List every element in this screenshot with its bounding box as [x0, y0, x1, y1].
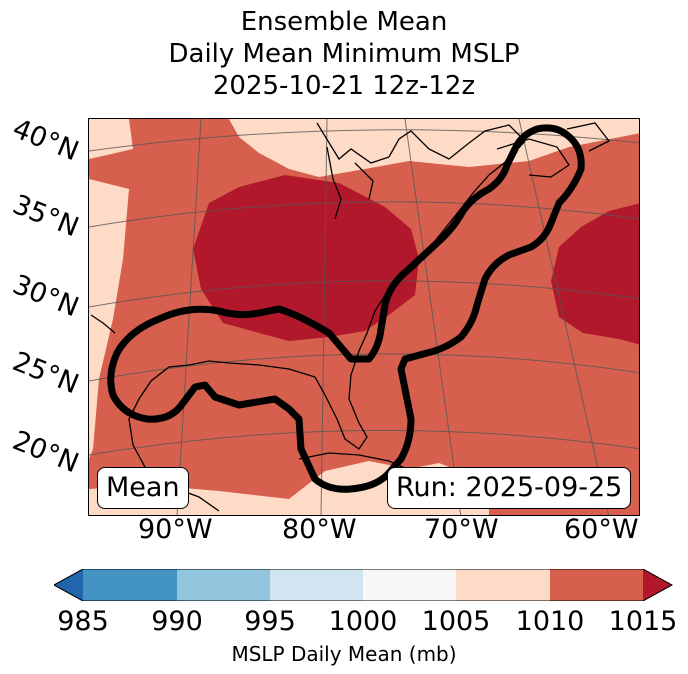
map-svg — [89, 119, 639, 515]
lat-label-30: 30°N — [8, 269, 83, 324]
lat-label-35: 35°N — [8, 189, 83, 244]
pressure-field-high-east — [551, 203, 639, 345]
colorbar-bin-995-1000 — [270, 569, 363, 601]
colorbar-tick-1005: 1005 — [421, 606, 491, 637]
graticule — [89, 119, 639, 515]
gridline-20n — [89, 429, 639, 456]
colorbar-extend-high — [643, 569, 672, 601]
title-line-1: Ensemble Mean — [240, 7, 448, 37]
colorbar-label: MSLP Daily Mean (mb) — [231, 642, 457, 666]
pressure-field-high-central — [193, 175, 419, 341]
pressure-field-1005-west — [89, 179, 129, 459]
coastline-lake-erie — [354, 162, 374, 200]
colorbar-extend-low — [54, 569, 83, 601]
coastline-newfoundland — [566, 122, 610, 152]
colorbar-outline — [54, 569, 673, 601]
gridline-80w — [320, 119, 328, 515]
ensemble-contour — [107, 124, 585, 493]
title-line-3: 2025-10-21 12z-12z — [212, 71, 476, 101]
lat-label-25: 25°N — [8, 346, 83, 401]
colorbar-bin-1010-1015 — [550, 569, 643, 601]
gridline-60w — [518, 119, 610, 515]
lon-label-90w: 90°W — [138, 514, 213, 545]
lon-label-70w: 70°W — [424, 514, 499, 545]
colorbar-tick-1015: 1015 — [608, 606, 678, 637]
mean-badge: Mean — [97, 467, 189, 509]
lon-label-60w: 60°W — [564, 514, 639, 545]
pressure-field-1005-northwest — [89, 119, 133, 159]
gridline-90w — [176, 119, 202, 515]
gridline-70w — [404, 119, 462, 515]
coastline-texas — [90, 314, 116, 334]
colorbar-tick-1000: 1000 — [328, 606, 398, 637]
colorbar-tick-995: 995 — [244, 606, 296, 637]
colorbar-tick-990: 990 — [151, 606, 203, 637]
colorbar-bin-1000-1005 — [363, 569, 456, 601]
colorbar-bin-985-990 — [83, 569, 177, 601]
title-line-2: Daily Mean Minimum MSLP — [168, 39, 520, 69]
run-badge: Run: 2025-09-25 — [387, 467, 632, 509]
lat-label-20: 20°N — [8, 425, 83, 480]
colorbar — [54, 569, 673, 601]
gridline-30n — [89, 280, 639, 308]
coastline-great-lakes — [326, 146, 342, 220]
gridline-35n — [89, 201, 639, 228]
coastline-mainland — [128, 122, 526, 512]
colorbar-bin-990-995 — [177, 569, 270, 601]
colorbar-tick-985: 985 — [57, 606, 109, 637]
pressure-field-1005-north — [229, 119, 639, 177]
lat-label-40: 40°N — [8, 113, 83, 168]
lon-label-80w: 80°W — [282, 514, 357, 545]
colorbar-tick-1010: 1010 — [515, 606, 585, 637]
map-panel: Mean Run: 2025-09-25 — [88, 118, 640, 516]
colorbar-bin-1005-1010 — [456, 569, 550, 601]
